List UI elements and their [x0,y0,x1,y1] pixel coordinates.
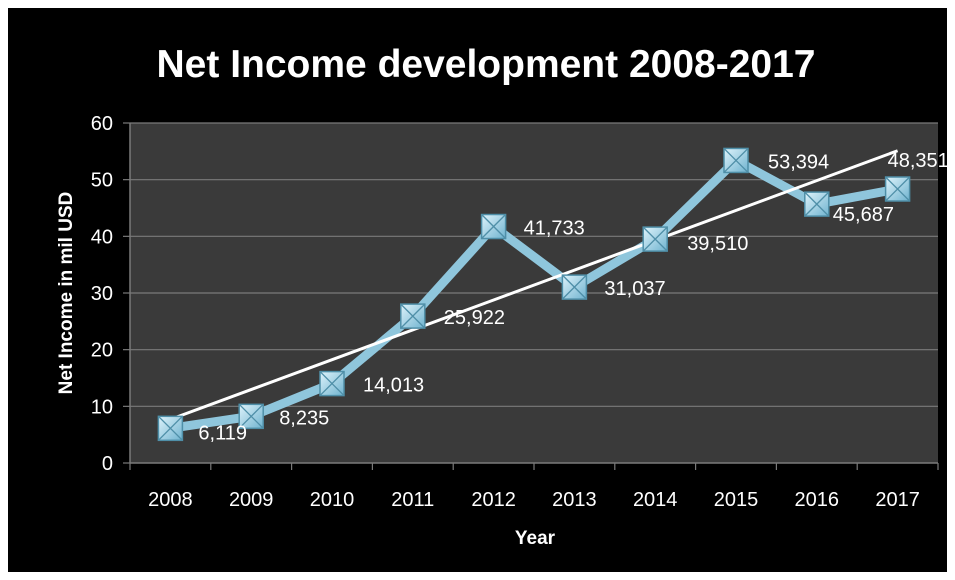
y-tick-label-20: 20 [91,340,113,362]
data-label-2014: 39,510 [687,233,748,255]
series-line-net-income [165,155,903,433]
x-tick-label-2014: 2014 [633,489,678,511]
marker-2008 [157,415,184,442]
data-label-2008: 6,119 [198,422,247,444]
x-tick-label-2008: 2008 [148,489,193,511]
marker-2017 [884,176,911,202]
marker-2013 [561,274,588,300]
y-tick-label-50: 50 [91,170,113,192]
data-label-2010: 14,013 [363,375,424,397]
trendline-group [169,149,899,421]
x-tick-label-2009: 2009 [229,489,274,511]
chart-frame: Net Income development 2008-2017 0 10 20 30… [8,8,947,572]
x-tick-label-2012: 2012 [471,489,516,511]
y-axis-title: Net Income in mil USD [56,192,77,395]
y-tick-label-40: 40 [91,226,113,248]
data-label-2011: 25,922 [444,307,505,329]
data-label-2015: 53,394 [768,151,829,173]
marker-2014 [642,226,668,252]
marker-2011 [400,303,426,329]
y-tick-label-30: 30 [91,283,113,305]
x-tick-label-2017: 2017 [875,489,920,511]
y-tick-label-10: 10 [91,396,113,418]
y-tick-label-60: 60 [91,113,113,135]
y-axis-ticks: 0 10 20 30 40 50 60 [91,113,130,475]
x-tick-label-2010: 2010 [310,489,355,511]
data-labels: 6,119 8,235 14,013 25,922 41,733 31,037 39,510… [198,150,947,444]
data-label-2017: 48,351 [888,150,947,172]
marker-2016 [804,191,830,217]
data-label-2016: 45,687 [833,204,894,226]
data-label-2009: 8,235 [279,407,329,429]
y-tick-label-0: 0 [102,453,113,475]
marker-2009 [238,403,264,430]
x-tick-label-2016: 2016 [795,489,840,511]
x-tick-label-2015: 2015 [714,489,759,511]
series-net-income [165,155,903,433]
x-tick-label-2011: 2011 [391,489,434,511]
x-tick-label-2013: 2013 [552,489,597,511]
data-label-2013: 31,037 [604,278,665,300]
marker-2015 [723,147,749,174]
marker-2010 [319,370,345,397]
x-axis-title: Year [515,528,556,549]
x-axis-ticks: 2008 2009 2010 2011 2012 2013 2014 2015 2016 2017 [129,463,939,511]
chart-title: Net Income development 2008-2017 [157,43,816,86]
net-income-chart: Net Income development 2008-2017 0 10 20 30… [56,43,947,549]
markers [157,147,911,442]
trendline [169,149,899,421]
data-label-2012: 41,733 [524,218,585,240]
marker-2012 [480,213,507,240]
